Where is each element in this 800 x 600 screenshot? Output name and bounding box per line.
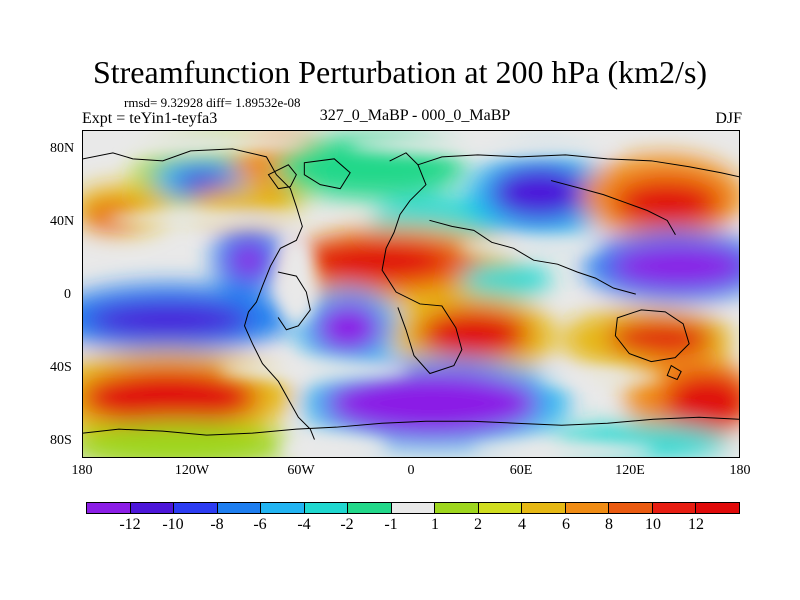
field-blob bbox=[613, 178, 722, 227]
lon-label-60e: 60E bbox=[509, 463, 533, 478]
color-swatch bbox=[348, 503, 392, 513]
lon-label-0: 0 bbox=[407, 463, 415, 478]
color-swatch bbox=[261, 503, 305, 513]
color-swatch bbox=[696, 503, 739, 513]
eurasia-north-coastline bbox=[417, 154, 739, 178]
color-swatch bbox=[565, 503, 610, 513]
lat-label-80n: 80N bbox=[50, 141, 75, 156]
legend-label: 10 bbox=[645, 516, 661, 533]
chart-title: Streamfunction Perturbation at 200 hPa (… bbox=[92, 54, 708, 90]
color-swatch bbox=[130, 503, 175, 513]
neutral-band bbox=[457, 238, 602, 255]
greenland-outline bbox=[303, 158, 351, 190]
legend-label: 4 bbox=[518, 516, 526, 533]
legend-label: -12 bbox=[119, 516, 141, 533]
field-blob bbox=[304, 240, 448, 281]
field-blob bbox=[86, 301, 251, 338]
legend-label: -6 bbox=[253, 516, 267, 533]
difference-label: 327_0_MaBP - 000_0_MaBP bbox=[319, 107, 511, 124]
field-blob bbox=[609, 244, 739, 289]
lon-label-180-right: 180 bbox=[729, 463, 751, 478]
legend-label: -2 bbox=[340, 516, 354, 533]
legend-label: 2 bbox=[474, 516, 482, 533]
field-blob bbox=[663, 371, 739, 432]
color-swatch bbox=[174, 503, 218, 513]
asia-east-coastline bbox=[550, 180, 676, 236]
legend-label: -8 bbox=[210, 516, 224, 533]
streamfunction-map bbox=[83, 131, 739, 457]
neutral-band bbox=[276, 234, 317, 326]
field-blob bbox=[314, 301, 383, 354]
coastlines bbox=[83, 148, 739, 440]
season-label: DJF bbox=[715, 110, 742, 127]
europe-africa-coastline bbox=[381, 152, 463, 375]
lat-label-40s: 40S bbox=[50, 360, 72, 375]
map-panel bbox=[82, 130, 740, 458]
americas-coastline bbox=[83, 148, 315, 440]
experiment-label: Expt = teYin1-teyfa3 bbox=[82, 110, 218, 127]
neutral-band bbox=[218, 359, 411, 380]
legend-label: -4 bbox=[297, 516, 311, 533]
legend-label: 12 bbox=[688, 516, 704, 533]
lon-label-120e: 120E bbox=[615, 463, 645, 478]
stats-text: rmsd= 9.32928 diff= 1.89532e-08 bbox=[124, 95, 301, 110]
field-blob bbox=[83, 367, 259, 428]
tasmania-outline bbox=[666, 364, 682, 381]
neutral-band bbox=[83, 133, 309, 152]
lat-label-80s: 80S bbox=[50, 433, 72, 448]
lon-label-60w: 60W bbox=[287, 463, 315, 478]
color-legend bbox=[86, 502, 740, 514]
color-swatch bbox=[522, 503, 566, 513]
field-blob bbox=[607, 319, 716, 356]
south-america-coastline bbox=[277, 271, 311, 331]
color-swatch bbox=[652, 503, 697, 513]
field-blob bbox=[489, 164, 590, 221]
field-blob bbox=[459, 262, 552, 298]
color-swatch bbox=[609, 503, 653, 513]
lat-label-40n: 40N bbox=[50, 214, 75, 229]
legend-label: 6 bbox=[562, 516, 570, 533]
color-swatch bbox=[304, 503, 349, 513]
lon-label-120w: 120W bbox=[174, 463, 210, 478]
color-swatch bbox=[435, 503, 479, 513]
field-blob bbox=[228, 242, 269, 279]
neutral-band bbox=[348, 134, 628, 155]
color-swatch bbox=[391, 503, 436, 513]
field-blob bbox=[324, 369, 540, 438]
legend-label: 1 bbox=[431, 516, 439, 533]
legend-label: -1 bbox=[384, 516, 398, 533]
arctic-island-outline bbox=[267, 164, 297, 190]
color-swatch bbox=[87, 503, 131, 513]
neutral-band bbox=[471, 441, 656, 457]
australia-outline bbox=[614, 309, 690, 363]
neutral-bands bbox=[83, 133, 664, 457]
color-swatch bbox=[478, 503, 523, 513]
asia-south-coastline bbox=[429, 219, 636, 295]
legend-label: -10 bbox=[162, 516, 184, 533]
legend-label: 8 bbox=[605, 516, 613, 533]
neutral-band bbox=[104, 210, 309, 227]
lat-label-0: 0 bbox=[64, 287, 71, 302]
contour-fills bbox=[83, 134, 739, 457]
antarctica-coastline bbox=[83, 416, 739, 436]
field-blob bbox=[417, 307, 530, 360]
color-swatch bbox=[217, 503, 262, 513]
neutral-band bbox=[280, 435, 389, 457]
neutral-band bbox=[539, 369, 664, 386]
lon-label-180-left: 180 bbox=[71, 463, 93, 478]
